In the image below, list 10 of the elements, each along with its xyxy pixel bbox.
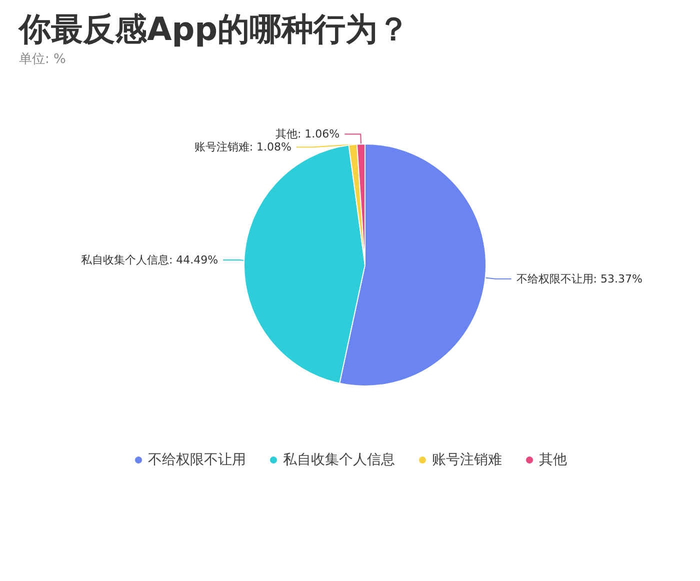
legend-label: 账号注销难 [432, 452, 502, 468]
chart-title: 你最反感App的哪种行为？ [17, 10, 410, 48]
data-label: 其他: 1.06% [275, 128, 340, 141]
data-label: 私自收集个人信息: 44.49% [80, 253, 218, 266]
data-label: 不给权限不让用: 53.37% [516, 272, 642, 286]
data-label: 账号注销难: 1.08% [194, 140, 292, 154]
chart-subtitle: 单位: % [19, 52, 66, 67]
legend-label: 不给权限不让用 [148, 452, 246, 468]
legend-label: 其他 [539, 452, 567, 468]
legend-label: 私自收集个人信息 [283, 452, 395, 468]
